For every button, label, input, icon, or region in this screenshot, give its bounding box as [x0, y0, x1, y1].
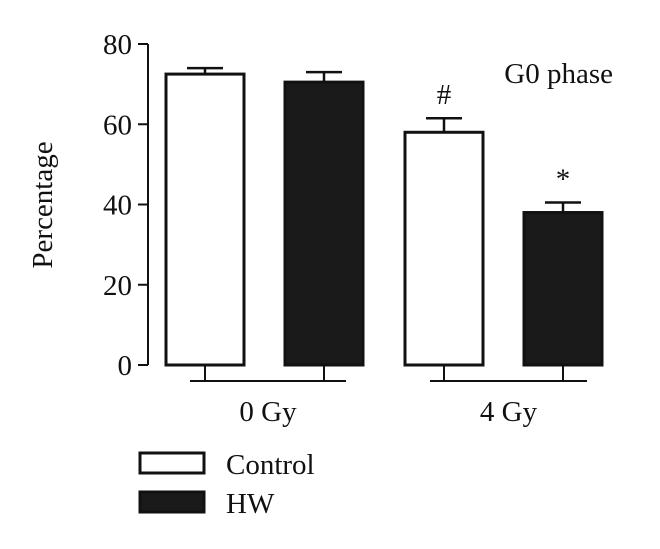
legend-swatch-control	[138, 451, 206, 475]
bar-control-1	[403, 130, 485, 367]
bar-hw-0	[283, 80, 365, 367]
legend-label-hw: HW	[226, 488, 275, 520]
significance-marker: #	[437, 79, 452, 111]
y-axis: 0 20 40 60 80	[103, 29, 149, 382]
y-tick-label: 80	[103, 29, 132, 61]
y-tick-label: 40	[103, 190, 132, 222]
x-axis: 0 Gy 4 Gy	[190, 365, 587, 428]
bars: #*	[164, 66, 604, 367]
x-tick-label: 0 Gy	[239, 396, 297, 428]
y-tick-label: 60	[103, 109, 132, 141]
legend-label-control: Control	[226, 449, 315, 481]
y-axis-label: Percentage	[27, 141, 59, 268]
y-tick-label: 20	[103, 270, 132, 302]
legend: Control HW	[138, 449, 315, 520]
bar-control-0	[164, 72, 246, 367]
legend-swatch-hw	[138, 490, 206, 514]
bar-hw-1	[522, 211, 604, 367]
chart-title: G0 phase	[504, 58, 613, 90]
x-tick-label: 4 Gy	[480, 396, 538, 428]
significance-marker: *	[556, 163, 571, 195]
y-tick-label: 0	[118, 350, 133, 382]
